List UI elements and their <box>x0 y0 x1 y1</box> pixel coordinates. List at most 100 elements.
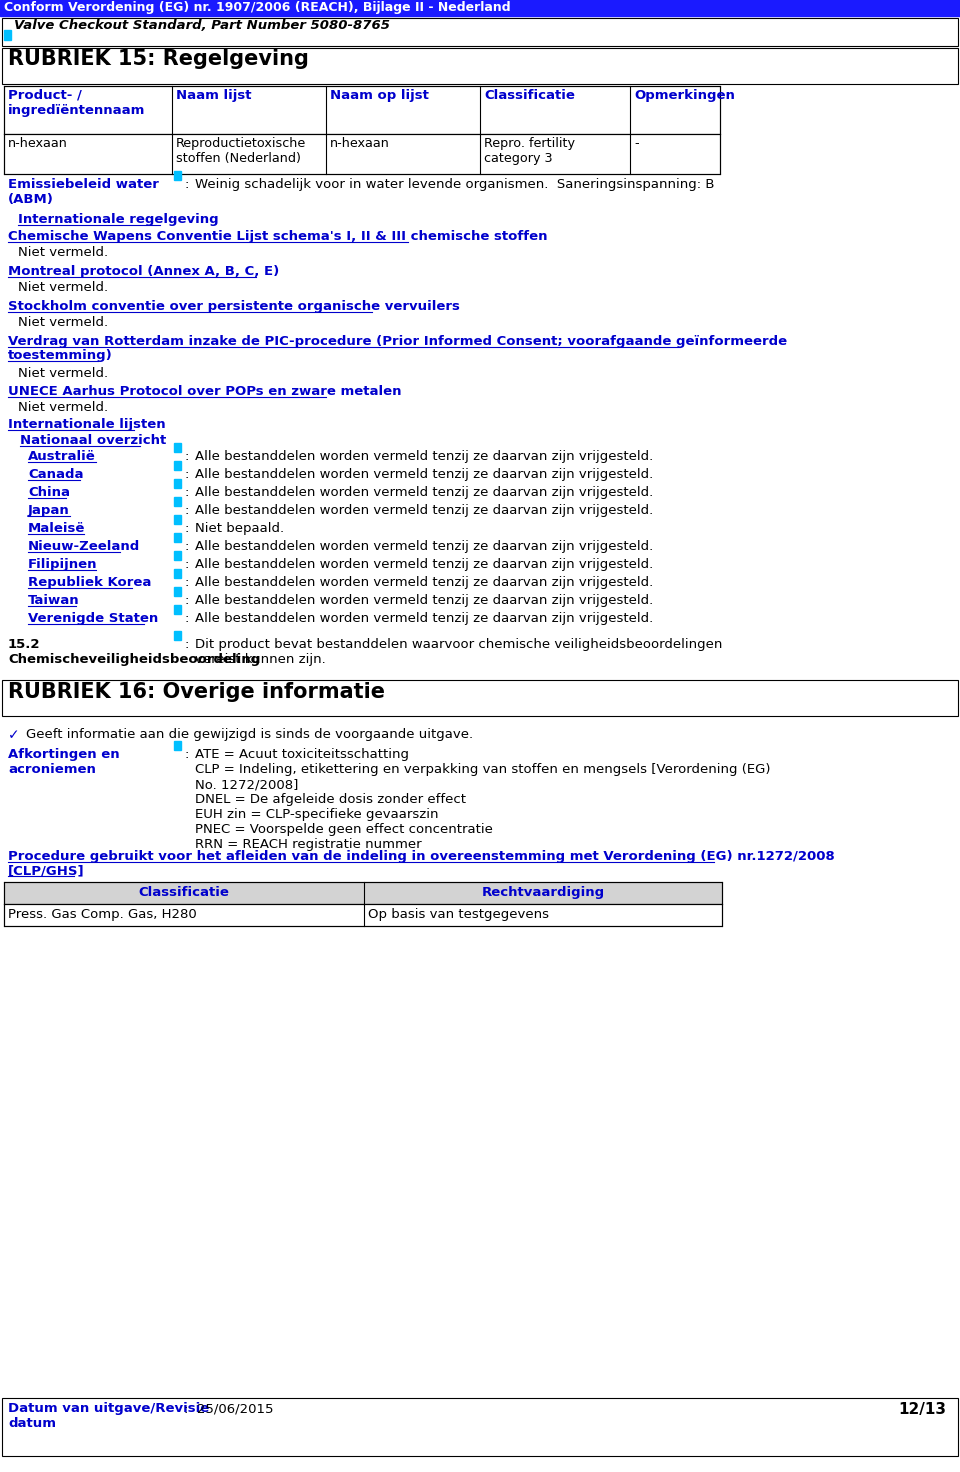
Bar <box>4 882 722 904</box>
Text: :: : <box>184 558 188 571</box>
Text: Product- /
ingredïëntennaam: Product- / ingredïëntennaam <box>8 88 145 116</box>
Text: Maleisë: Maleisë <box>28 523 85 534</box>
Text: Geeft informatie aan die gewijzigd is sinds de voorgaande uitgave.: Geeft informatie aan die gewijzigd is si… <box>26 729 473 740</box>
Text: Alle bestanddelen worden vermeld tenzij ze daarvan zijn vrijgesteld.: Alle bestanddelen worden vermeld tenzij … <box>195 595 653 606</box>
Text: China: China <box>28 486 70 499</box>
Text: Valve Checkout Standard, Part Number 5080-8765: Valve Checkout Standard, Part Number 508… <box>14 19 390 32</box>
Text: Datum van uitgave/Revisie
datum: Datum van uitgave/Revisie datum <box>8 1401 209 1429</box>
Text: :: : <box>184 748 188 761</box>
Text: Filipijnen: Filipijnen <box>28 558 98 571</box>
Bar <box>2 18 958 46</box>
Text: Nationaal overzicht: Nationaal overzicht <box>20 434 166 447</box>
Text: Afkortingen en
acroniemen: Afkortingen en acroniemen <box>8 748 120 776</box>
Text: Press. Gas Comp. Gas, H280: Press. Gas Comp. Gas, H280 <box>8 908 197 921</box>
Text: Niet bepaald.: Niet bepaald. <box>195 523 284 534</box>
Text: Niet vermeld.: Niet vermeld. <box>18 400 108 414</box>
Text: n-hexaan: n-hexaan <box>330 137 390 150</box>
Text: Internationale regelgeving: Internationale regelgeving <box>18 213 219 227</box>
Text: UNECE Aarhus Protocol over POPs en zware metalen: UNECE Aarhus Protocol over POPs en zware… <box>8 386 401 397</box>
Text: Repro. fertility
category 3: Repro. fertility category 3 <box>484 137 575 165</box>
Bar <box>2 680 958 715</box>
Bar <box>174 570 181 578</box>
Bar <box>174 443 181 452</box>
Text: 15.2
Chemischeveiligheidsbeoordeling: 15.2 Chemischeveiligheidsbeoordeling <box>8 637 260 665</box>
Text: :: : <box>184 503 188 517</box>
Bar <box>4 904 722 926</box>
Bar <box>2 1398 958 1456</box>
Text: n-hexaan: n-hexaan <box>8 137 68 150</box>
Text: 12/13: 12/13 <box>898 1401 946 1418</box>
Text: Verdrag van Rotterdam inzake de PIC-procedure (Prior Informed Consent; voorafgaa: Verdrag van Rotterdam inzake de PIC-proc… <box>8 336 787 347</box>
Bar <box>4 29 11 40</box>
Text: :: : <box>184 468 188 481</box>
Text: Alle bestanddelen worden vermeld tenzij ze daarvan zijn vrijgesteld.: Alle bestanddelen worden vermeld tenzij … <box>195 468 653 481</box>
Bar <box>174 461 181 470</box>
Bar <box>174 587 181 596</box>
Text: Japan: Japan <box>28 503 70 517</box>
Text: Australië: Australië <box>28 450 96 464</box>
Text: Alle bestanddelen worden vermeld tenzij ze daarvan zijn vrijgesteld.: Alle bestanddelen worden vermeld tenzij … <box>195 558 653 571</box>
Text: Alle bestanddelen worden vermeld tenzij ze daarvan zijn vrijgesteld.: Alle bestanddelen worden vermeld tenzij … <box>195 612 653 626</box>
Text: Op basis van testgegevens: Op basis van testgegevens <box>368 908 549 921</box>
Text: Niet vermeld.: Niet vermeld. <box>18 246 108 259</box>
Bar <box>4 85 720 134</box>
Bar <box>174 533 181 542</box>
Text: :  25/06/2015: : 25/06/2015 <box>184 1401 274 1415</box>
Text: Reproductietoxische
stoffen (Nederland): Reproductietoxische stoffen (Nederland) <box>176 137 306 165</box>
Text: Niet vermeld.: Niet vermeld. <box>18 281 108 294</box>
Text: Procedure gebruikt voor het afleiden van de indeling in overeenstemming met Vero: Procedure gebruikt voor het afleiden van… <box>8 849 835 863</box>
Text: Rechtvaardiging: Rechtvaardiging <box>481 886 605 899</box>
Text: Niet vermeld.: Niet vermeld. <box>18 367 108 380</box>
Text: :: : <box>184 178 188 191</box>
Text: :: : <box>184 637 188 651</box>
Text: Emissiebeleid water
(ABM): Emissiebeleid water (ABM) <box>8 178 158 206</box>
Text: :: : <box>184 486 188 499</box>
Text: :: : <box>184 612 188 626</box>
Bar <box>174 740 181 751</box>
Text: Chemische Wapens Conventie Lijst schema's I, II & III chemische stoffen: Chemische Wapens Conventie Lijst schema'… <box>8 230 547 243</box>
Text: Alle bestanddelen worden vermeld tenzij ze daarvan zijn vrijgesteld.: Alle bestanddelen worden vermeld tenzij … <box>195 576 653 589</box>
Text: :: : <box>184 450 188 464</box>
Text: :: : <box>184 576 188 589</box>
Text: Opmerkingen: Opmerkingen <box>634 88 734 102</box>
Bar <box>174 605 181 614</box>
Text: Alle bestanddelen worden vermeld tenzij ze daarvan zijn vrijgesteld.: Alle bestanddelen worden vermeld tenzij … <box>195 540 653 553</box>
Text: RUBRIEK 15: Regelgeving: RUBRIEK 15: Regelgeving <box>8 49 309 69</box>
Bar <box>0 0 960 16</box>
Text: Nieuw-Zeeland: Nieuw-Zeeland <box>28 540 140 553</box>
Text: Verenigde Staten: Verenigde Staten <box>28 612 158 626</box>
Text: -: - <box>634 137 638 150</box>
Text: :: : <box>184 595 188 606</box>
Bar <box>174 478 181 489</box>
Text: Internationale lijsten: Internationale lijsten <box>8 418 166 431</box>
Text: Stockholm conventie over persistente organische vervuilers: Stockholm conventie over persistente org… <box>8 300 460 314</box>
Text: Weinig schadelijk voor in water levende organismen.  Saneringsinspanning: B: Weinig schadelijk voor in water levende … <box>195 178 714 191</box>
Bar <box>4 134 720 174</box>
Text: Alle bestanddelen worden vermeld tenzij ze daarvan zijn vrijgesteld.: Alle bestanddelen worden vermeld tenzij … <box>195 486 653 499</box>
Text: [CLP/GHS]: [CLP/GHS] <box>8 864 84 877</box>
Bar <box>174 551 181 559</box>
Bar <box>174 631 181 640</box>
Text: ATE = Acuut toxiciteitsschatting
CLP = Indeling, etikettering en verpakking van : ATE = Acuut toxiciteitsschatting CLP = I… <box>195 748 771 851</box>
Text: Niet vermeld.: Niet vermeld. <box>18 316 108 330</box>
Text: Conform Verordening (EG) nr. 1907/2006 (REACH), Bijlage II - Nederland: Conform Verordening (EG) nr. 1907/2006 (… <box>4 1 511 15</box>
Text: :: : <box>184 540 188 553</box>
Bar <box>174 171 181 180</box>
Text: RUBRIEK 16: Overige informatie: RUBRIEK 16: Overige informatie <box>8 682 385 702</box>
Text: Montreal protocol (Annex A, B, C, E): Montreal protocol (Annex A, B, C, E) <box>8 265 279 278</box>
Text: Alle bestanddelen worden vermeld tenzij ze daarvan zijn vrijgesteld.: Alle bestanddelen worden vermeld tenzij … <box>195 450 653 464</box>
Text: Classificatie: Classificatie <box>138 886 229 899</box>
Text: toestemming): toestemming) <box>8 349 112 362</box>
Text: Canada: Canada <box>28 468 84 481</box>
Text: Alle bestanddelen worden vermeld tenzij ze daarvan zijn vrijgesteld.: Alle bestanddelen worden vermeld tenzij … <box>195 503 653 517</box>
Text: Republiek Korea: Republiek Korea <box>28 576 152 589</box>
Text: Classificatie: Classificatie <box>484 88 575 102</box>
Bar <box>174 498 181 506</box>
Bar <box>174 515 181 524</box>
Text: Naam op lijst: Naam op lijst <box>330 88 429 102</box>
Text: :: : <box>184 523 188 534</box>
Text: ✓: ✓ <box>8 729 19 742</box>
Text: Naam lijst: Naam lijst <box>176 88 252 102</box>
Text: Taiwan: Taiwan <box>28 595 80 606</box>
Bar <box>2 49 958 84</box>
